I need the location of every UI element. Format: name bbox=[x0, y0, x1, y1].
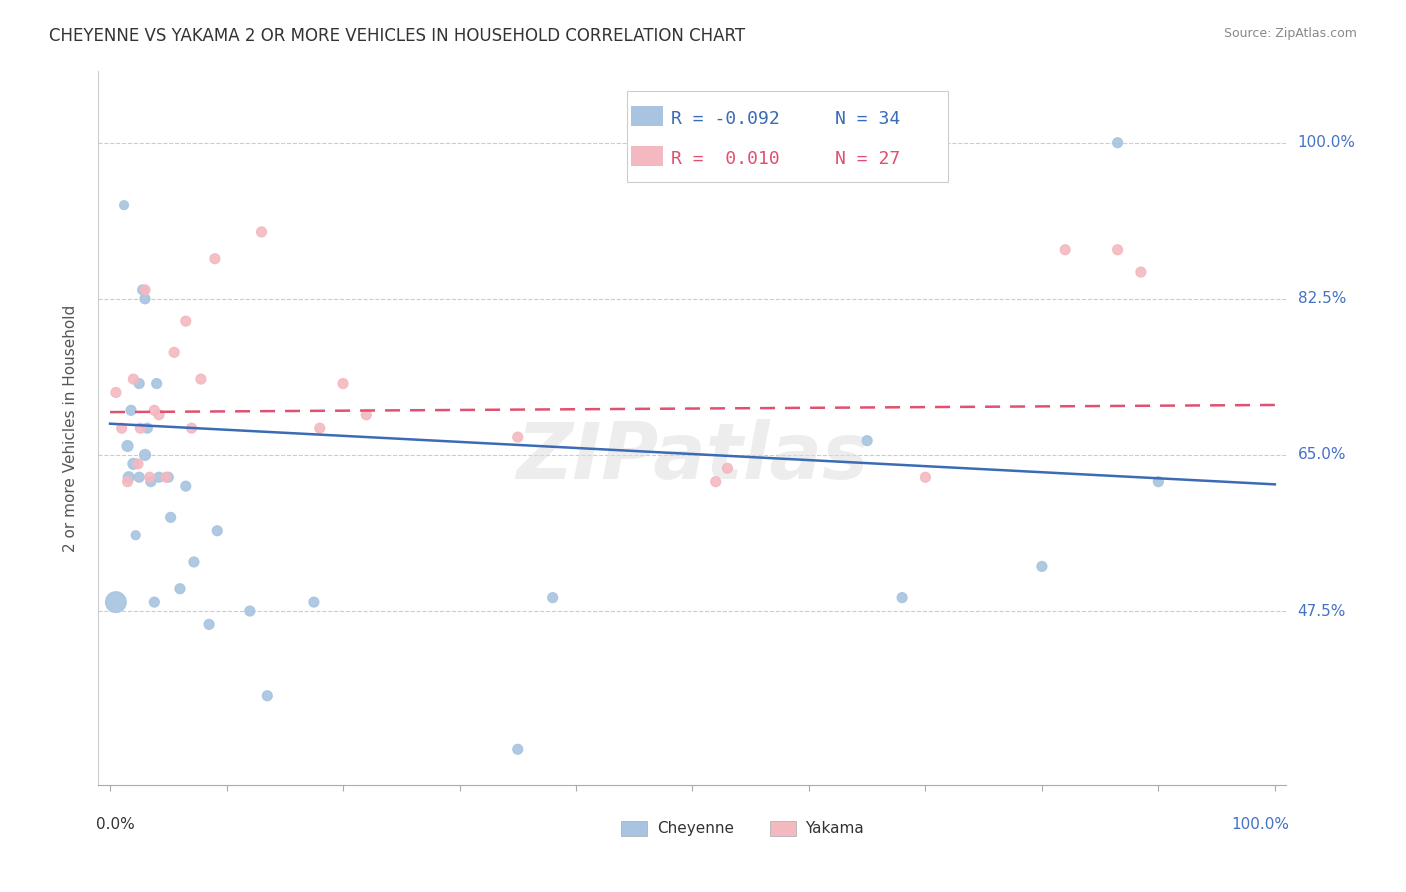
Bar bbox=[621, 821, 647, 837]
Point bbox=[174, 479, 197, 493]
Point bbox=[139, 475, 162, 489]
Point bbox=[302, 595, 325, 609]
Point bbox=[250, 225, 273, 239]
Point bbox=[356, 408, 378, 422]
Point bbox=[117, 439, 139, 453]
Point bbox=[134, 448, 156, 462]
Point bbox=[506, 430, 529, 444]
Point bbox=[159, 510, 181, 524]
Point bbox=[122, 372, 145, 386]
Text: 0.0%: 0.0% bbox=[96, 817, 135, 832]
Point bbox=[134, 283, 156, 297]
Point bbox=[104, 595, 127, 609]
Point bbox=[112, 198, 135, 212]
Point bbox=[332, 376, 354, 391]
Text: ZIPatlas: ZIPatlas bbox=[516, 418, 869, 495]
Point bbox=[129, 421, 152, 435]
Point bbox=[205, 524, 228, 538]
Point bbox=[308, 421, 330, 435]
Bar bbox=[631, 106, 662, 126]
Point bbox=[163, 345, 186, 359]
Point bbox=[541, 591, 564, 605]
Point bbox=[704, 475, 727, 489]
Point bbox=[143, 595, 166, 609]
Point bbox=[1147, 475, 1170, 489]
Point bbox=[506, 742, 529, 756]
Point bbox=[122, 457, 145, 471]
Point bbox=[1107, 136, 1129, 150]
Point bbox=[1031, 559, 1053, 574]
Point bbox=[143, 403, 166, 417]
Text: N = 34: N = 34 bbox=[835, 111, 900, 128]
Point bbox=[157, 470, 180, 484]
Point bbox=[239, 604, 262, 618]
Text: 100.0%: 100.0% bbox=[1298, 136, 1355, 150]
Y-axis label: 2 or more Vehicles in Household: 2 or more Vehicles in Household bbox=[63, 304, 77, 552]
Point bbox=[104, 385, 127, 400]
Point bbox=[120, 403, 142, 417]
Point bbox=[134, 292, 156, 306]
Point bbox=[891, 591, 914, 605]
Text: 82.5%: 82.5% bbox=[1298, 292, 1346, 306]
Point bbox=[111, 421, 134, 435]
Point bbox=[1107, 243, 1129, 257]
Point bbox=[128, 376, 150, 391]
Text: Cheyenne: Cheyenne bbox=[657, 821, 734, 836]
Text: N = 27: N = 27 bbox=[835, 150, 900, 168]
Point bbox=[856, 434, 879, 448]
Point bbox=[1054, 243, 1077, 257]
Point bbox=[117, 475, 139, 489]
Point bbox=[125, 528, 148, 542]
Point bbox=[145, 376, 167, 391]
Point bbox=[914, 470, 936, 484]
Point bbox=[148, 408, 170, 422]
FancyBboxPatch shape bbox=[627, 91, 948, 182]
Point bbox=[198, 617, 221, 632]
Point bbox=[183, 555, 205, 569]
Point bbox=[190, 372, 212, 386]
Text: 65.0%: 65.0% bbox=[1298, 448, 1346, 462]
Bar bbox=[631, 146, 662, 166]
Bar bbox=[769, 821, 796, 837]
Text: 100.0%: 100.0% bbox=[1230, 817, 1289, 832]
Text: CHEYENNE VS YAKAMA 2 OR MORE VEHICLES IN HOUSEHOLD CORRELATION CHART: CHEYENNE VS YAKAMA 2 OR MORE VEHICLES IN… bbox=[49, 27, 745, 45]
Point bbox=[716, 461, 738, 475]
Text: Yakama: Yakama bbox=[806, 821, 865, 836]
Point bbox=[118, 470, 141, 484]
Point bbox=[148, 470, 170, 484]
Point bbox=[155, 470, 177, 484]
Point bbox=[169, 582, 191, 596]
Point bbox=[1129, 265, 1152, 279]
Point bbox=[256, 689, 278, 703]
Point bbox=[128, 470, 150, 484]
Text: Source: ZipAtlas.com: Source: ZipAtlas.com bbox=[1223, 27, 1357, 40]
Point bbox=[131, 283, 153, 297]
Text: 47.5%: 47.5% bbox=[1298, 604, 1346, 618]
Point bbox=[127, 457, 149, 471]
Point bbox=[136, 421, 159, 435]
Text: R =  0.010: R = 0.010 bbox=[671, 150, 780, 168]
Text: R = -0.092: R = -0.092 bbox=[671, 111, 780, 128]
Point bbox=[180, 421, 202, 435]
Point bbox=[138, 470, 160, 484]
Point bbox=[204, 252, 226, 266]
Point bbox=[174, 314, 197, 328]
